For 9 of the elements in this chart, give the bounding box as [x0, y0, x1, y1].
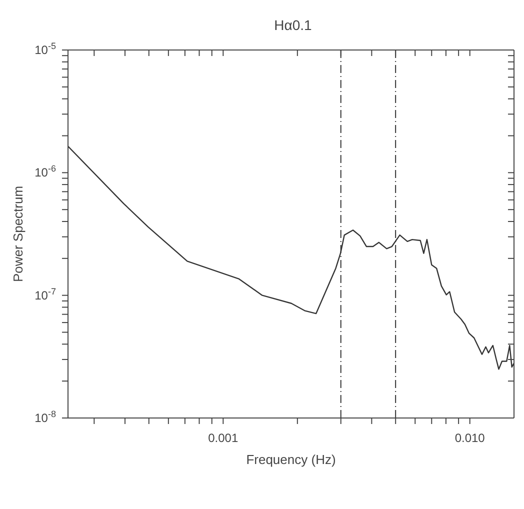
y-tick-label: 10$^{-8}$ [34, 409, 56, 425]
x-tick-label: 0.001 [208, 431, 238, 445]
y-tick-label: 10$^{-6}$ [34, 164, 56, 180]
x-axis-title: Frequency (Hz) [246, 452, 336, 467]
x-tick-label: 0.010 [454, 431, 486, 445]
y-tick-label: 10$^{-5}$ [34, 41, 56, 57]
chart-title: Hα0.1 [274, 17, 312, 33]
y-axis-title: Power Spectrum [10, 186, 26, 282]
y-tick-label: 10$^{-7}$ [34, 286, 56, 302]
